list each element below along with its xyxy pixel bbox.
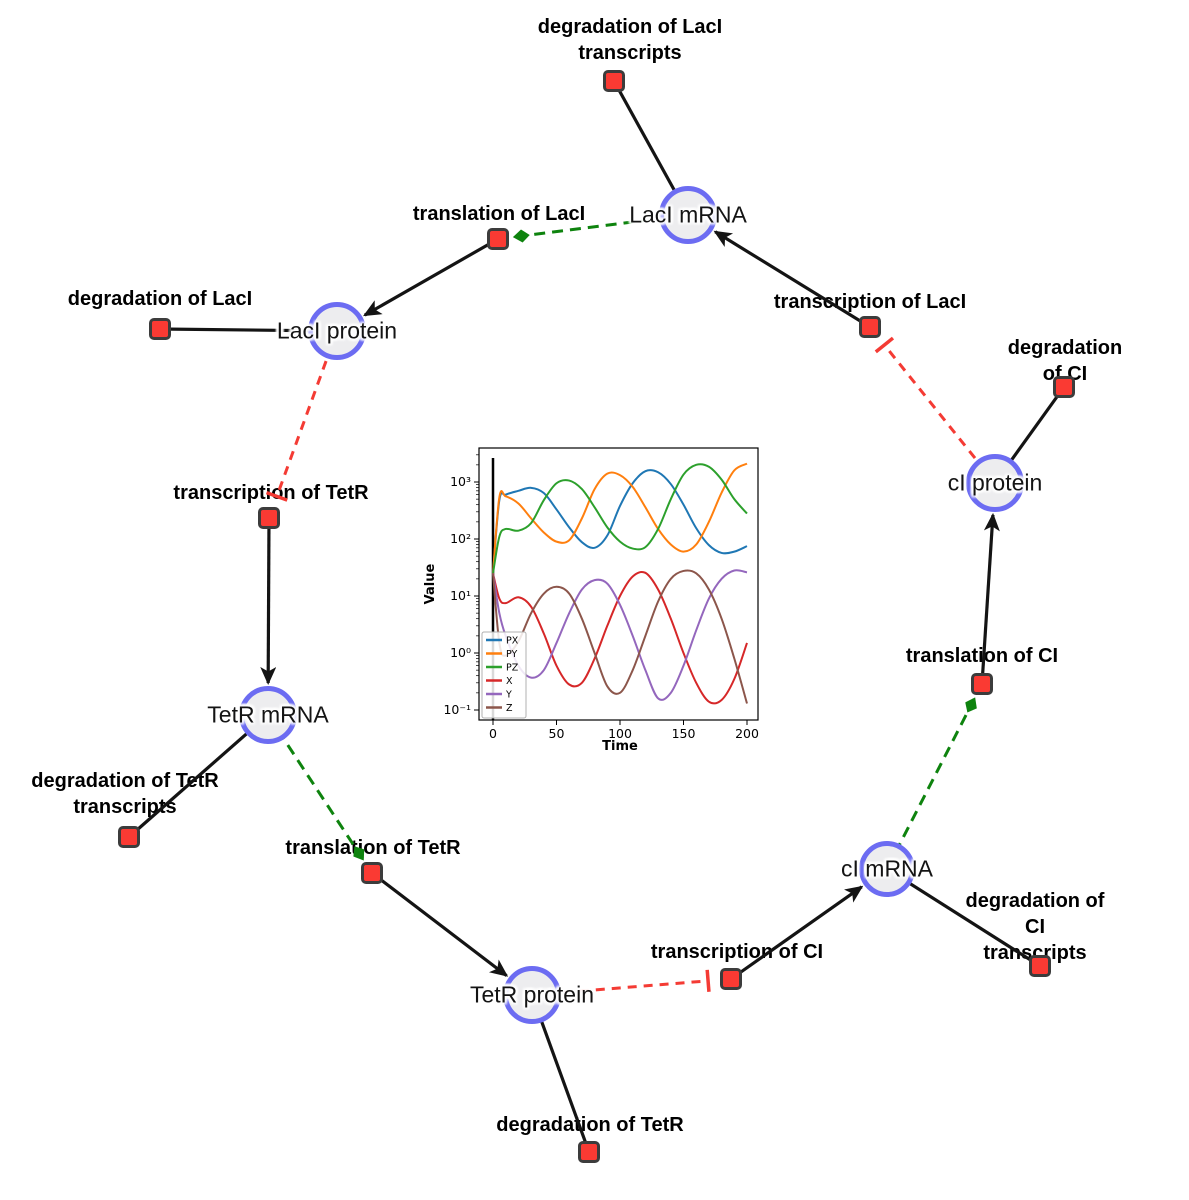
x-axis: 0 50 100 150 200 — [489, 720, 759, 741]
timeseries-chart: 0 50 100 150 20010⁻¹10⁰10¹10²10³TimeValuePXP… — [423, 447, 759, 754]
svg-text:10⁻¹: 10⁻¹ — [443, 702, 471, 717]
svg-text:100: 100 — [608, 726, 632, 741]
reaction-node-translation-ci[interactable] — [971, 673, 993, 695]
series-PY — [492, 462, 748, 574]
species-label-tetr-protein: TetR protein — [469, 981, 595, 1008]
series-Z — [492, 569, 748, 704]
reaction-node-deg-ci[interactable] — [1053, 376, 1075, 398]
svg-text:PY: PY — [506, 649, 518, 660]
reaction-label-deg-laci: degradation of LacI — [67, 288, 253, 310]
species-node-laci-protein[interactable] — [308, 302, 366, 360]
svg-text:Z: Z — [506, 703, 513, 714]
svg-text:0: 0 — [489, 726, 497, 741]
chart-legend: PX PY PZ XYZ — [481, 631, 527, 719]
reaction-node-translation-tetr[interactable] — [361, 862, 383, 884]
svg-text:10²: 10² — [450, 531, 471, 546]
svg-text:Y: Y — [505, 690, 512, 701]
species-node-ci-protein[interactable] — [966, 454, 1024, 512]
reaction-node-transcription-laci[interactable] — [859, 316, 881, 338]
svg-text:50: 50 — [549, 726, 565, 741]
svg-text:10⁰: 10⁰ — [450, 645, 471, 660]
species-label-laci-mrna: LacI mRNA — [629, 201, 747, 228]
reaction-node-deg-laci[interactable] — [149, 318, 171, 340]
svg-text:150: 150 — [672, 726, 696, 741]
species-node-laci-mrna[interactable] — [659, 186, 717, 244]
y-axis-label: Value — [423, 563, 438, 604]
svg-text:10¹: 10¹ — [450, 588, 471, 603]
reaction-node-translation-laci[interactable] — [487, 228, 509, 250]
chart-axes-frame — [478, 447, 759, 721]
reaction-node-deg-tetr-transcripts[interactable] — [118, 826, 140, 848]
reaction-node-transcription-ci[interactable] — [720, 968, 742, 990]
species-label-tetr-mrna: TetR mRNA — [207, 701, 329, 728]
species-node-ci-mrna[interactable] — [859, 841, 915, 897]
species-node-tetr-mrna[interactable] — [239, 686, 297, 744]
svg-text:10³: 10³ — [450, 474, 471, 489]
series-group — [492, 462, 748, 705]
reaction-node-transcription-tetr[interactable] — [258, 507, 280, 529]
species-label-ci-protein: cI protein — [947, 469, 1043, 496]
series-X — [492, 570, 748, 705]
reaction-node-deg-ci-transcripts[interactable] — [1029, 955, 1051, 977]
x-axis-label: Time — [602, 739, 638, 754]
species-label-laci-protein: LacI protein — [276, 317, 398, 344]
y-axis: 10⁻¹ 10⁰ 10¹ 10² 10³ — [443, 454, 479, 717]
species-node-tetr-protein[interactable] — [503, 966, 561, 1024]
series-PX — [492, 469, 748, 574]
species-label-ci-mrna: cI mRNA — [841, 855, 933, 882]
reaction-label-deg-laci-transcripts: degradation of LacI transcripts — [537, 16, 723, 64]
reaction-node-deg-laci-transcripts[interactable] — [603, 70, 625, 92]
reaction-node-deg-tetr[interactable] — [578, 1141, 600, 1163]
svg-text:PX: PX — [506, 636, 519, 647]
svg-text:200: 200 — [735, 726, 759, 741]
svg-text:X: X — [506, 676, 513, 687]
series-PZ — [492, 463, 748, 574]
svg-text:PZ: PZ — [506, 663, 519, 674]
